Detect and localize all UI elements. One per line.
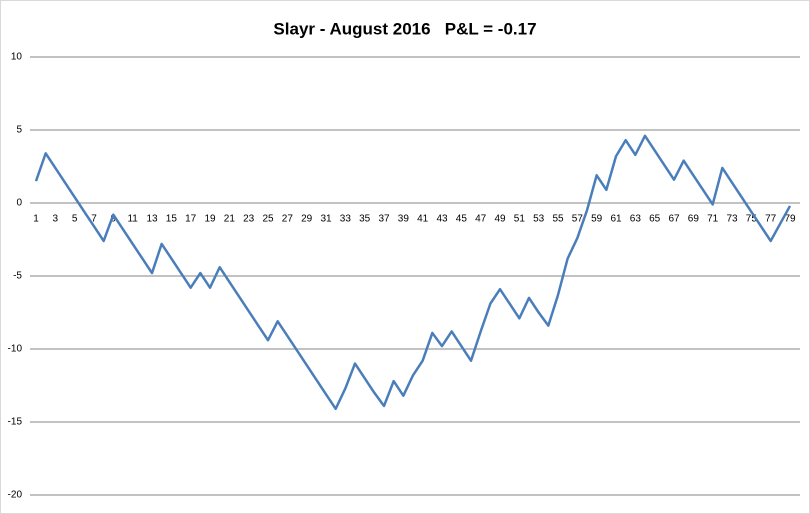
x-tick-label: 79 [784, 214, 796, 225]
x-tick-label: 21 [224, 214, 236, 225]
x-tick-label: 61 [610, 214, 622, 225]
y-tick-label: 0 [16, 198, 22, 209]
x-tick-label: 7 [91, 214, 97, 225]
x-tick-label: 23 [243, 214, 255, 225]
x-tick-label: 31 [320, 214, 332, 225]
x-tick-label: 41 [417, 214, 429, 225]
y-tick-label: 5 [16, 125, 22, 136]
x-tick-label: 57 [572, 214, 584, 225]
x-tick-label: 29 [301, 214, 313, 225]
x-tick-label: 59 [591, 214, 603, 225]
x-tick-label: 77 [765, 214, 777, 225]
y-tick-label: -20 [8, 490, 23, 501]
x-tick-label: 75 [746, 214, 758, 225]
x-tick-label: 51 [514, 214, 526, 225]
x-tick-label: 35 [359, 214, 371, 225]
y-tick-label: -5 [13, 271, 22, 282]
x-tick-label: 19 [204, 214, 216, 225]
x-tick-label: 9 [111, 214, 117, 225]
x-tick-label: 11 [127, 214, 138, 225]
x-tick-label: 67 [668, 214, 680, 225]
x-tick-label: 25 [262, 214, 274, 225]
x-tick-label: 27 [282, 214, 294, 225]
y-tick-label: -15 [8, 417, 23, 428]
y-tick-label: 10 [11, 52, 23, 63]
y-tick-label: -10 [8, 344, 23, 355]
x-tick-label: 73 [726, 214, 738, 225]
x-tick-label: 65 [649, 214, 661, 225]
chart-title: Slayr - August 2016 P&L = -0.17 [273, 19, 536, 38]
x-tick-label: 63 [630, 214, 642, 225]
x-tick-label: 53 [533, 214, 545, 225]
x-tick-label: 45 [456, 214, 468, 225]
x-tick-label: 15 [166, 214, 178, 225]
x-tick-label: 33 [340, 214, 352, 225]
x-tick-label: 5 [72, 214, 78, 225]
x-tick-label: 1 [33, 214, 39, 225]
x-tick-label: 71 [707, 214, 719, 225]
x-tick-label: 49 [494, 214, 506, 225]
x-tick-label: 43 [436, 214, 448, 225]
x-tick-label: 13 [146, 214, 158, 225]
x-tick-label: 55 [552, 214, 564, 225]
data-line [34, 134, 792, 411]
x-tick-label: 17 [185, 214, 197, 225]
x-tick-label: 39 [398, 214, 410, 225]
x-tick-label: 3 [53, 214, 59, 225]
x-tick-label: 37 [378, 214, 390, 225]
x-tick-label: 69 [688, 214, 700, 225]
x-tick-label: 47 [475, 214, 487, 225]
